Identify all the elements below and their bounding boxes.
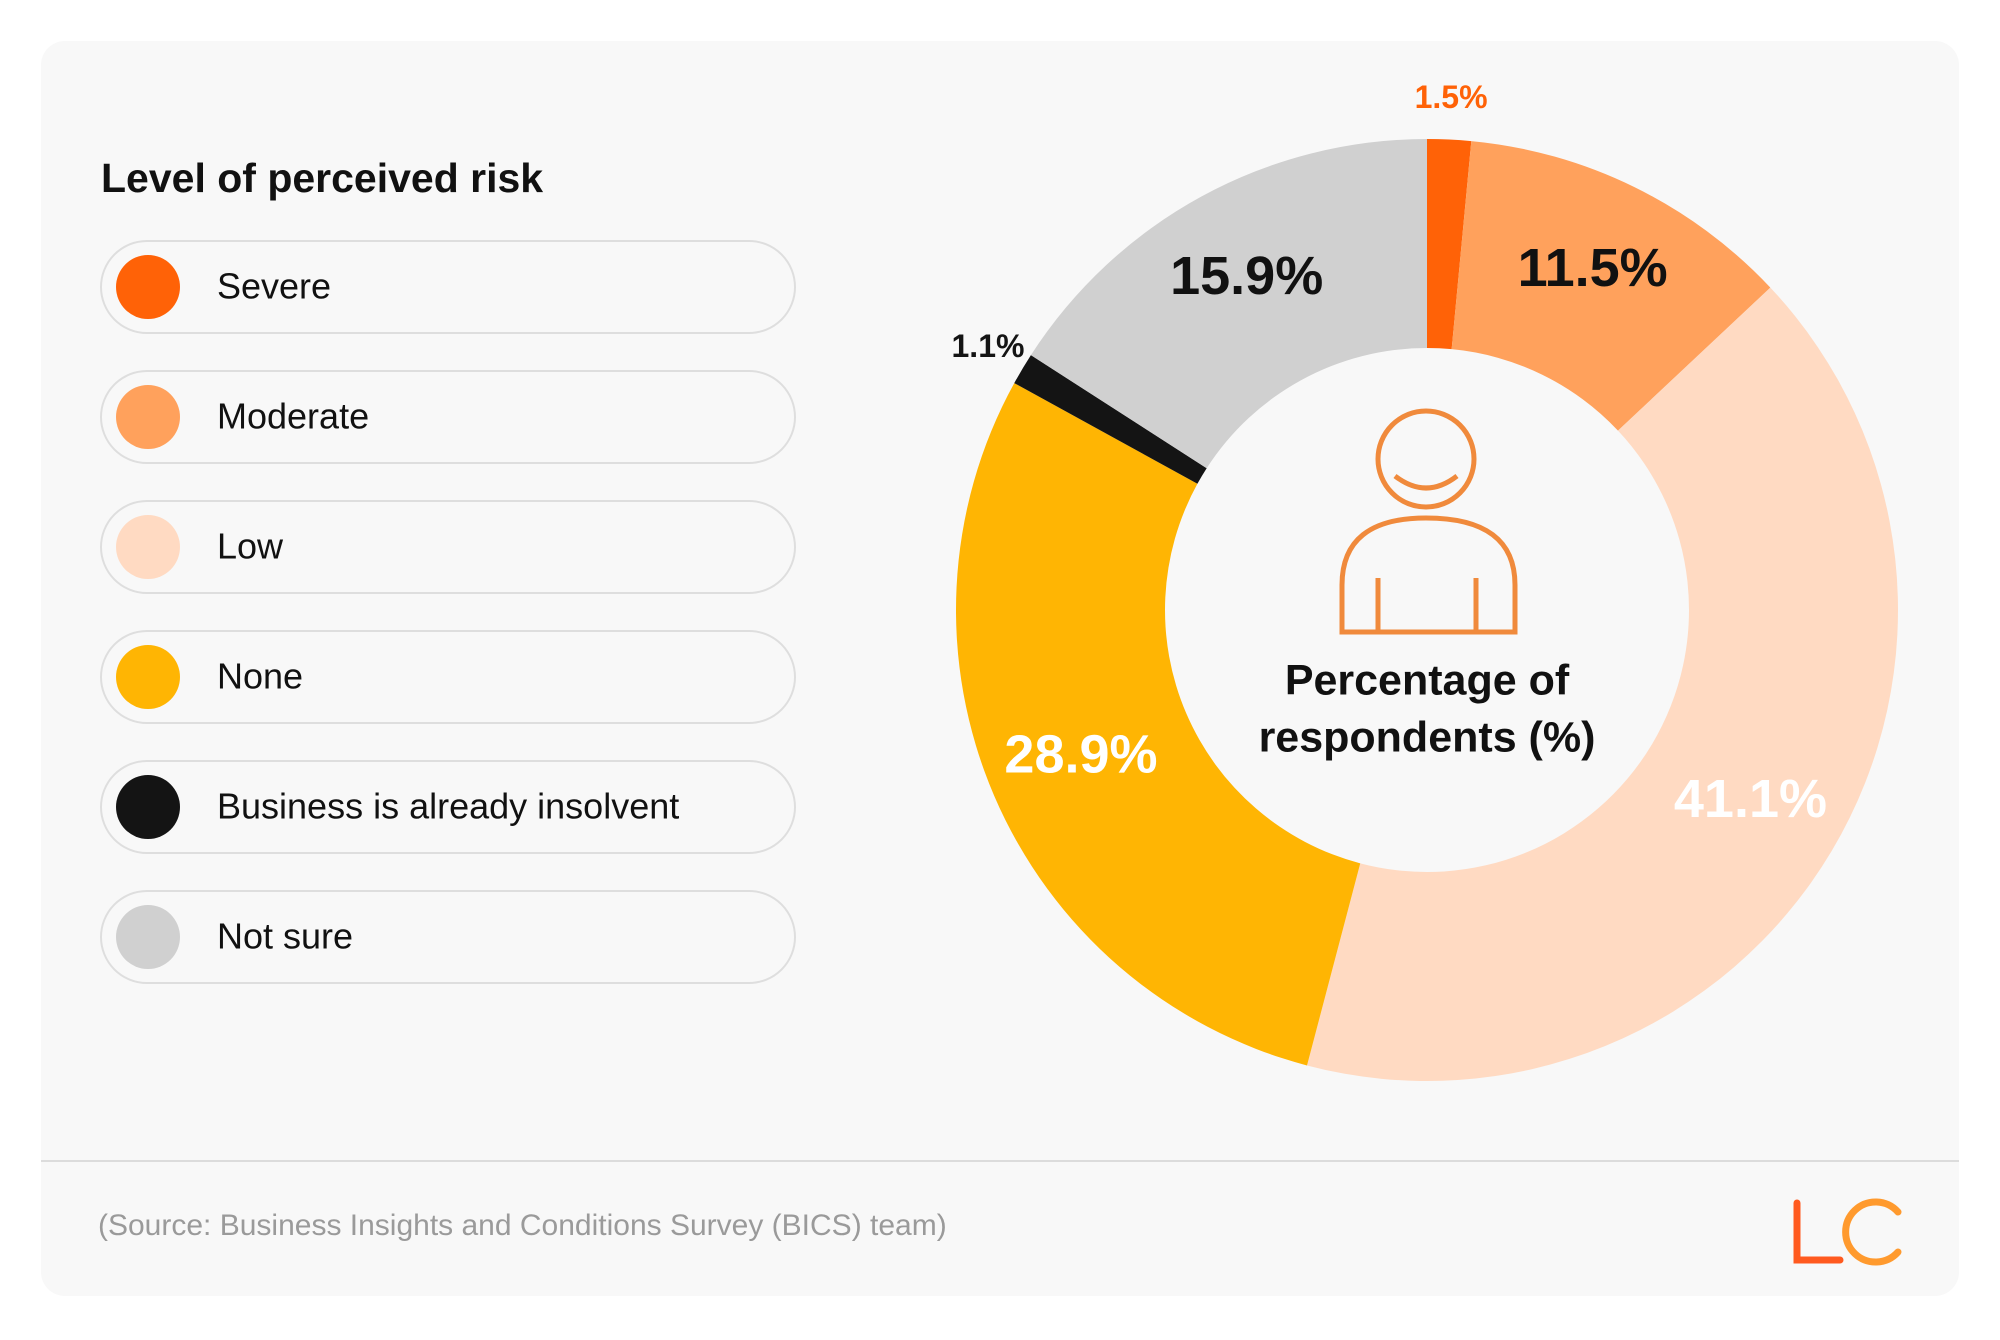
legend-swatch [116, 255, 180, 319]
legend-pill [100, 630, 796, 724]
legend-swatch [116, 905, 180, 969]
legend-label: Business is already insolvent [217, 786, 679, 827]
center-text: Percentage of [1285, 656, 1570, 704]
value-label: 28.9% [1004, 725, 1157, 785]
legend-pill [100, 760, 796, 854]
donut-slice [1427, 139, 1472, 350]
legend-pill [100, 500, 796, 594]
logo [1793, 1198, 1902, 1266]
person-icon [1339, 408, 1518, 635]
legend-swatch [116, 515, 180, 579]
value-label: 41.1% [1674, 769, 1827, 829]
donut-slice [955, 383, 1361, 1066]
value-label: 1.1% [952, 328, 1025, 364]
legend-label: Severe [217, 266, 331, 307]
center-text: respondents (%) [1259, 713, 1596, 761]
legend-pill [100, 890, 796, 984]
legend-swatch [116, 645, 180, 709]
donut: 1.5% 11.5% 41.1% 28.9% 1.1% 15.9% [952, 79, 1898, 1081]
donut-slice [1030, 138, 1427, 469]
legend-label: Moderate [217, 396, 369, 437]
legend-label: None [217, 656, 303, 697]
source: (Source: Business Insights and Condition… [98, 1209, 947, 1242]
value-label: 15.9% [1170, 246, 1323, 306]
legend-swatch [116, 775, 180, 839]
legend-label: Not sure [217, 916, 353, 957]
legend-pill [100, 240, 796, 334]
donut-slice [1014, 355, 1207, 484]
legend: Severe Moderate Low None Business is already… [100, 240, 796, 984]
legend-title: Level of perceived risk [101, 155, 543, 201]
legend-label: Low [217, 526, 284, 567]
value-label: 11.5% [1518, 238, 1668, 298]
legend-pill [100, 370, 796, 464]
donut-slice [1307, 287, 1898, 1081]
donut-slice [1451, 141, 1771, 431]
value-label: 1.5% [1415, 79, 1488, 115]
legend-swatch [116, 385, 180, 449]
